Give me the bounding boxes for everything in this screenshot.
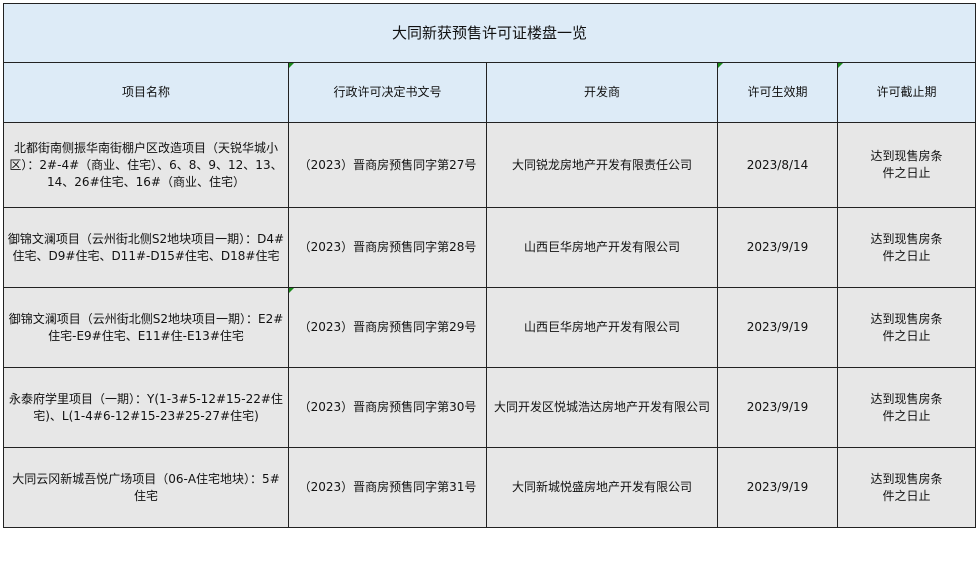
cell-effective-date: 2023/9/19: [717, 287, 838, 368]
cell-project-name: 大同云冈新城吾悦广场项目（06-A住宅地块）：5#住宅: [3, 447, 289, 528]
cell-project-name: 北都街南侧振华南街棚户区改造项目（天锐华城小区）：2#-4#（商业、住宅）、6、…: [3, 122, 289, 208]
cell-permit-number: （2023）晋商房预售同字第30号: [288, 367, 487, 448]
cell-developer: 山西巨华房地产开发有限公司: [486, 207, 718, 288]
cell-developer: 山西巨华房地产开发有限公司: [486, 287, 718, 368]
cell-developer: 大同新城悦盛房地产开发有限公司: [486, 447, 718, 528]
table-row: 大同云冈新城吾悦广场项目（06-A住宅地块）：5#住宅 （2023）晋商房预售同字…: [3, 447, 977, 528]
cell-expiry: 达到现售房条件之日止: [836, 447, 977, 528]
cell-effective-date: 2023/9/19: [717, 367, 838, 448]
cell-developer: 大同开发区悦城浩达房地产开发有限公司: [486, 367, 718, 448]
table-row: 永泰府学里项目（一期）：Y(1-3#5-12#15-22#住宅)、L(1-4#6…: [3, 367, 977, 448]
cell-expiry: 达到现售房条件之日止: [836, 367, 977, 448]
cell-permit-number: （2023）晋商房预售同字第27号: [288, 122, 487, 208]
header-effective-date: 许可生效期: [717, 62, 838, 123]
cell-expiry: 达到现售房条件之日止: [836, 122, 977, 208]
cell-project-name: 御锦文澜项目（云州街北侧S2地块项目一期）：E2#住宅-E9#住宅、E11#住-…: [3, 287, 289, 368]
cell-permit-number: （2023）晋商房预售同字第29号: [288, 287, 487, 368]
cell-effective-date: 2023/9/19: [717, 207, 838, 288]
cell-effective-date: 2023/8/14: [717, 122, 838, 208]
table-row: 御锦文澜项目（云州街北侧S2地块项目一期）：D4#住宅、D9#住宅、D11#-D…: [3, 207, 977, 288]
table-title: 大同新获预售许可证楼盘一览: [2, 3, 977, 63]
cell-permit-number: （2023）晋商房预售同字第31号: [288, 447, 487, 528]
header-developer: 开发商: [486, 62, 718, 123]
cell-permit-number: （2023）晋商房预售同字第28号: [288, 207, 487, 288]
cell-expiry: 达到现售房条件之日止: [836, 287, 977, 368]
permit-table: 大同新获预售许可证楼盘一览 项目名称 行政许可决定书文号 开发商 许可生效期 许…: [2, 3, 977, 528]
header-project: 项目名称: [3, 62, 289, 123]
table-row: 御锦文澜项目（云州街北侧S2地块项目一期）：E2#住宅-E9#住宅、E11#住-…: [3, 287, 977, 368]
cell-project-name: 永泰府学里项目（一期）：Y(1-3#5-12#15-22#住宅)、L(1-4#6…: [3, 367, 289, 448]
header-row: 项目名称 行政许可决定书文号 开发商 许可生效期 许可截止期: [3, 62, 977, 123]
header-permit-number: 行政许可决定书文号: [288, 62, 487, 123]
header-expiry: 许可截止期: [836, 62, 977, 123]
cell-effective-date: 2023/9/19: [717, 447, 838, 528]
cell-expiry: 达到现售房条件之日止: [836, 207, 977, 288]
cell-project-name: 御锦文澜项目（云州街北侧S2地块项目一期）：D4#住宅、D9#住宅、D11#-D…: [3, 207, 289, 288]
table-row: 北都街南侧振华南街棚户区改造项目（天锐华城小区）：2#-4#（商业、住宅）、6、…: [3, 122, 977, 208]
cell-developer: 大同锐龙房地产开发有限责任公司: [486, 122, 718, 208]
